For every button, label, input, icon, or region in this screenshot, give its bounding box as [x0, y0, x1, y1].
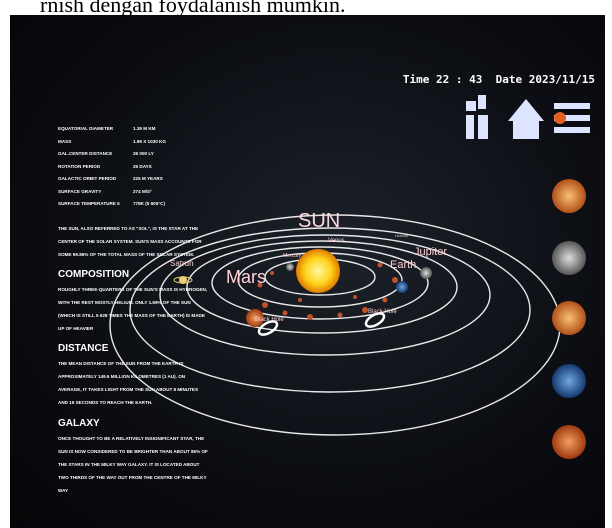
stat-value: 1.99 X 1030 KG [133, 139, 166, 144]
planet-label: Mercury [283, 253, 302, 259]
stat-key: ROTATION PERIOD [58, 161, 133, 174]
time: 22 : 43 [436, 73, 482, 86]
home-button[interactable] [508, 99, 544, 139]
section-heading: DISTANCE [58, 343, 108, 354]
stat-value: 1.39 M KM [133, 126, 155, 131]
mercury[interactable] [286, 263, 294, 271]
label: Time [403, 73, 430, 86]
earth[interactable] [396, 281, 408, 293]
stat-key: MASS [58, 136, 133, 149]
date: 2023/11/15 [529, 73, 595, 86]
sun[interactable] [296, 249, 340, 293]
stat-value: 26 000 LY [133, 151, 154, 156]
stat-value: 778K (5 505°C) [133, 201, 165, 206]
label: Date [496, 73, 523, 86]
planet-label: Uranus [395, 233, 408, 238]
section-heading: GALAXY [58, 418, 100, 429]
list-button[interactable] [554, 103, 590, 133]
planet-label: SUN [298, 210, 340, 232]
stat-key: GAL.CENTER DISTANCE [58, 148, 133, 161]
planet-label: Mars [226, 267, 266, 287]
planet-label: Black Hole [368, 309, 397, 315]
menu-button[interactable] [466, 95, 488, 139]
stat-value: 274 M/S² [133, 189, 152, 194]
planet-button[interactable] [552, 241, 586, 275]
planet-label: Earth [390, 259, 416, 271]
clock: Time 22 : 43 Date 2023/11/15 [403, 73, 595, 86]
intro: THE SUN, ALSO REFERRED TO AS "SOL", IS T… [58, 222, 208, 261]
section-body: THE MEAN DISTANCE OF THE SUN FROM THE EA… [58, 357, 208, 409]
stat-key: GALACTIC ORBIT PERIOD [58, 173, 133, 186]
planet-label: Black Hole [255, 317, 284, 323]
stat-value: 25 DAYS [133, 164, 152, 169]
planet-label: Venus [328, 238, 345, 244]
section-heading: COMPOSITION [58, 269, 129, 280]
planet-button[interactable] [552, 425, 586, 459]
section-body: ONCE THOUGHT TO BE A RELATIVELY INSIGNIF… [58, 432, 208, 497]
planet-label: Jupiter [414, 246, 447, 258]
stat-value: 225 M YEARS [133, 176, 163, 181]
section-body: ROUGHLY THREE-QUARTERS OF THE SUN'S MASS… [58, 283, 208, 335]
planet-button[interactable] [552, 179, 586, 213]
stat-key: EQUATORIAL DIAMETER [58, 123, 133, 136]
toolbar [466, 95, 590, 139]
planet-menu [552, 179, 586, 459]
stat-key: SURFACE TEMPERATURE 5 [58, 198, 133, 211]
app-screen: SUN Mars Jupiter Earth Venus Mercury Sat… [10, 15, 605, 528]
planet-button[interactable] [552, 364, 586, 398]
planet-button[interactable] [552, 301, 586, 335]
stat-key: SURFACE GRAVITY [58, 186, 133, 199]
page: rnish dengan foydalanish mumkin. SUN Mar… [0, 0, 612, 528]
jupiter[interactable] [420, 267, 432, 279]
